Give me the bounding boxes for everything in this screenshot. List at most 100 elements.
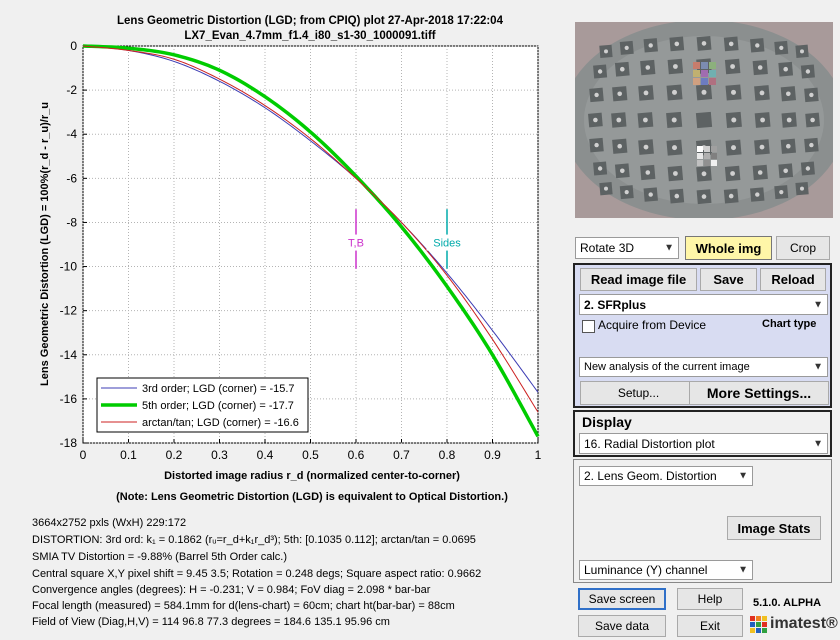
registration-dot <box>643 117 648 123</box>
gray-patch <box>711 153 717 159</box>
registration-dot <box>809 142 814 148</box>
whole-img-button[interactable]: Whole img <box>685 236 772 260</box>
registration-dot <box>672 89 677 95</box>
registration-dot <box>786 143 791 149</box>
x-axis-label: Distorted image radius r_d (normalized c… <box>164 470 460 482</box>
registration-dot <box>759 144 765 150</box>
save-screen-button[interactable]: Save screen <box>578 588 666 610</box>
registration-dot <box>674 193 680 199</box>
registration-dot <box>731 145 736 151</box>
gray-patch <box>697 146 703 152</box>
setup-button[interactable]: Setup... <box>580 381 697 405</box>
registration-dot <box>730 171 735 176</box>
save-data-button[interactable]: Save data <box>578 615 666 637</box>
y-tick-label: -16 <box>60 392 78 406</box>
registration-dot <box>783 168 788 174</box>
registration-dot <box>757 65 763 70</box>
registration-dot <box>648 43 653 48</box>
image-thumbnail[interactable] <box>575 22 833 218</box>
registration-dot <box>673 64 678 69</box>
x-tick-label: 0 <box>80 448 87 462</box>
info-line-1: 3664x2752 pxls (WxH) 229:172 <box>32 517 187 529</box>
color-patch <box>693 70 700 77</box>
imatest-logo: imatest® <box>750 614 838 638</box>
chart-type-select[interactable]: 2. SFRplus ▼ <box>579 294 828 315</box>
color-patch <box>701 62 708 69</box>
registration-dot <box>593 117 598 123</box>
registration-dot <box>779 45 784 50</box>
analysis-select[interactable]: New analysis of the current image ▼ <box>579 357 828 377</box>
gray-patch <box>704 146 710 152</box>
chart-squares <box>588 36 820 205</box>
acquire-checkbox[interactable] <box>582 320 595 333</box>
registration-dot <box>674 41 680 47</box>
chevron-down-icon: ▼ <box>813 299 823 310</box>
gray-patch <box>697 153 703 159</box>
registration-dot <box>645 170 651 175</box>
version-label: 5.1.0. ALPHA <box>753 597 822 609</box>
registration-dot <box>755 192 760 197</box>
color-patch <box>709 62 716 69</box>
registration-dot <box>800 186 804 191</box>
registration-dot <box>597 166 603 171</box>
channel-select[interactable]: Luminance (Y) channel ▼ <box>579 560 753 580</box>
y-tick-label: -4 <box>66 127 77 141</box>
reload-button[interactable]: Reload <box>760 268 826 291</box>
gray-patch <box>711 160 717 166</box>
info-line-5: Convergence angles (degrees): H = -0.231… <box>32 584 431 596</box>
registration-dot <box>604 186 608 191</box>
registration-dot <box>624 45 629 50</box>
info-line-2: DISTORTION: 3rd ord: k₁ = 0.1862 (rᵤ=r_d… <box>32 534 476 546</box>
exit-button[interactable]: Exit <box>677 615 743 637</box>
rotate-select[interactable]: Rotate 3D ▼ <box>575 237 679 259</box>
chevron-down-icon: ▼ <box>738 564 748 576</box>
read-image-file-button[interactable]: Read image file <box>580 268 697 291</box>
x-tick-label: 0.4 <box>257 448 274 462</box>
registration-dot <box>805 69 811 74</box>
registration-dot <box>701 171 707 177</box>
marker-label-1: T,B <box>348 238 364 250</box>
save-button[interactable]: Save <box>700 268 757 291</box>
chart-note: (Note: Lens Geometric Distortion (LGD) i… <box>116 491 508 503</box>
registration-dot <box>617 143 622 149</box>
registration-dot <box>672 145 677 151</box>
legend-entry-3: arctan/tan; LGD (corner) = -16.6 <box>142 417 299 429</box>
registration-dot <box>673 171 678 176</box>
registration-dot <box>731 89 736 95</box>
registration-dot <box>759 90 765 96</box>
help-button[interactable]: Help <box>677 588 743 610</box>
image-stats-button[interactable]: Image Stats <box>727 516 821 540</box>
marker-label-bg-2 <box>426 234 468 251</box>
rotate-select-value: Rotate 3D <box>580 241 635 255</box>
legend-entry-2: 5th order; LGD (corner) = -17.7 <box>142 400 294 412</box>
registration-dot <box>731 117 737 123</box>
registration-dot <box>783 66 788 72</box>
registration-dot <box>597 69 603 74</box>
marker-label-2: Sides <box>433 238 461 250</box>
x-tick-label: 0.3 <box>211 448 228 462</box>
more-settings-button[interactable]: More Settings... <box>689 381 829 405</box>
registration-dot <box>805 166 811 171</box>
chevron-down-icon: ▼ <box>813 361 823 373</box>
registration-dot <box>800 49 804 54</box>
x-tick-label: 0.5 <box>302 448 319 462</box>
registration-dot <box>701 194 707 199</box>
legend-entry-1: 3rd order; LGD (corner) = -15.7 <box>142 383 295 395</box>
registration-dot <box>643 144 649 150</box>
chart-title: Lens Geometric Distortion (LGD; from CPI… <box>117 15 504 27</box>
registration-dot <box>616 117 622 123</box>
crop-button[interactable]: Crop <box>776 236 830 260</box>
y-tick-labels: 0 -2 -4 -6 -8 -10 -12 -14 -16 -18 <box>60 39 78 450</box>
registration-dot <box>779 190 784 195</box>
display-select[interactable]: 16. Radial Distortion plot ▼ <box>579 433 828 454</box>
series-line-2 <box>82 44 540 438</box>
registration-dot <box>809 92 814 98</box>
logo-mark-icon <box>750 616 767 633</box>
color-patch <box>709 70 716 77</box>
edge-markers: T,B Sides <box>342 209 468 269</box>
gray-patch <box>704 160 710 166</box>
registration-dot <box>760 117 765 123</box>
color-patch <box>709 78 716 85</box>
lens-distortion-select[interactable]: 2. Lens Geom. Distortion ▼ <box>579 466 753 486</box>
x-tick-labels: 0 0.1 0.2 0.3 0.4 0.5 0.6 0.7 0.8 0.9 1 <box>80 448 542 462</box>
